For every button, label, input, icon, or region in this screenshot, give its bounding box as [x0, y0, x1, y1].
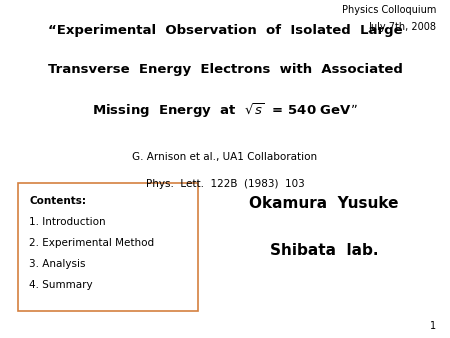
Text: Contents:: Contents: — [29, 196, 86, 206]
FancyBboxPatch shape — [18, 183, 198, 311]
Text: Okamura  Yusuke: Okamura Yusuke — [249, 196, 399, 211]
Text: Missing  Energy  at  $\sqrt{s}$  = 540 GeV”: Missing Energy at $\sqrt{s}$ = 540 GeV” — [92, 101, 358, 120]
Text: July 7th, 2008: July 7th, 2008 — [369, 22, 436, 32]
Text: Transverse  Energy  Electrons  with  Associated: Transverse Energy Electrons with Associa… — [48, 63, 402, 75]
Text: “Experimental  Observation  of  Isolated  Large: “Experimental Observation of Isolated La… — [48, 24, 402, 37]
Text: Phys.  Lett.  122B  (1983)  103: Phys. Lett. 122B (1983) 103 — [146, 179, 304, 189]
Text: 2. Experimental Method: 2. Experimental Method — [29, 238, 154, 248]
Text: 1. Introduction: 1. Introduction — [29, 217, 106, 227]
Text: Physics Colloquium: Physics Colloquium — [342, 5, 436, 15]
Text: Shibata  lab.: Shibata lab. — [270, 243, 378, 258]
Text: 3. Analysis: 3. Analysis — [29, 259, 86, 269]
Text: 1: 1 — [430, 321, 436, 331]
Text: G. Arnison et al., UA1 Collaboration: G. Arnison et al., UA1 Collaboration — [132, 152, 318, 162]
Text: 4. Summary: 4. Summary — [29, 280, 93, 290]
